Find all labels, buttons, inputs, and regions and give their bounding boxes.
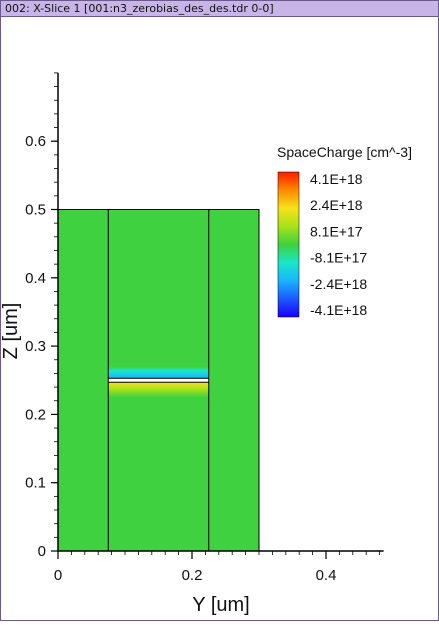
color-legend: SpaceCharge [cm^-3] 4.1E+18 2.4E+18 8.1E+1… [277,144,412,318]
legend-label: 4.1E+18 [310,171,363,187]
legend-label: -2.4E+18 [310,276,367,292]
x-tick-label: 0 [54,567,62,584]
y-tick-label: 0.6 [25,133,46,150]
legend-label: -4.1E+18 [310,302,367,318]
negative-charge-band [108,367,209,379]
positive-charge-band [108,382,209,397]
legend-color-bar [278,172,299,317]
x-tick-label: 0.2 [182,567,203,584]
y-tick-label: 0.2 [25,406,46,423]
legend-title: SpaceCharge [cm^-3] [277,144,412,160]
window-title: 002: X-Slice 1 [001:n3_zerobias_des_des.… [5,2,274,15]
y-tick-label: 0.3 [25,338,46,355]
legend-label: 8.1E+17 [310,223,363,239]
x-tick-label: 0.4 [316,567,337,584]
plot-area[interactable]: 0 0.1 0.2 0.3 0.4 0.5 0.6 0 0.2 0.4 Y [um] Z [um]… [1,18,438,620]
device-regions [58,210,259,552]
y-tick-label: 0.4 [25,270,46,287]
window-title-bar[interactable]: 002: X-Slice 1 [001:n3_zerobias_des_des.… [1,1,438,17]
legend-label: 2.4E+18 [310,197,363,213]
interface-gap [108,378,209,382]
y-tick-label: 0.5 [25,202,46,219]
space-charge-plot[interactable]: 0 0.1 0.2 0.3 0.4 0.5 0.6 0 0.2 0.4 Y [um] Z [um]… [1,18,438,620]
legend-label: -8.1E+17 [310,250,367,266]
y-axis-label: Z [um] [1,303,22,360]
y-tick-label: 0 [38,543,46,560]
x-axis-label: Y [um] [192,594,249,616]
y-tick-label: 0.1 [25,475,46,492]
